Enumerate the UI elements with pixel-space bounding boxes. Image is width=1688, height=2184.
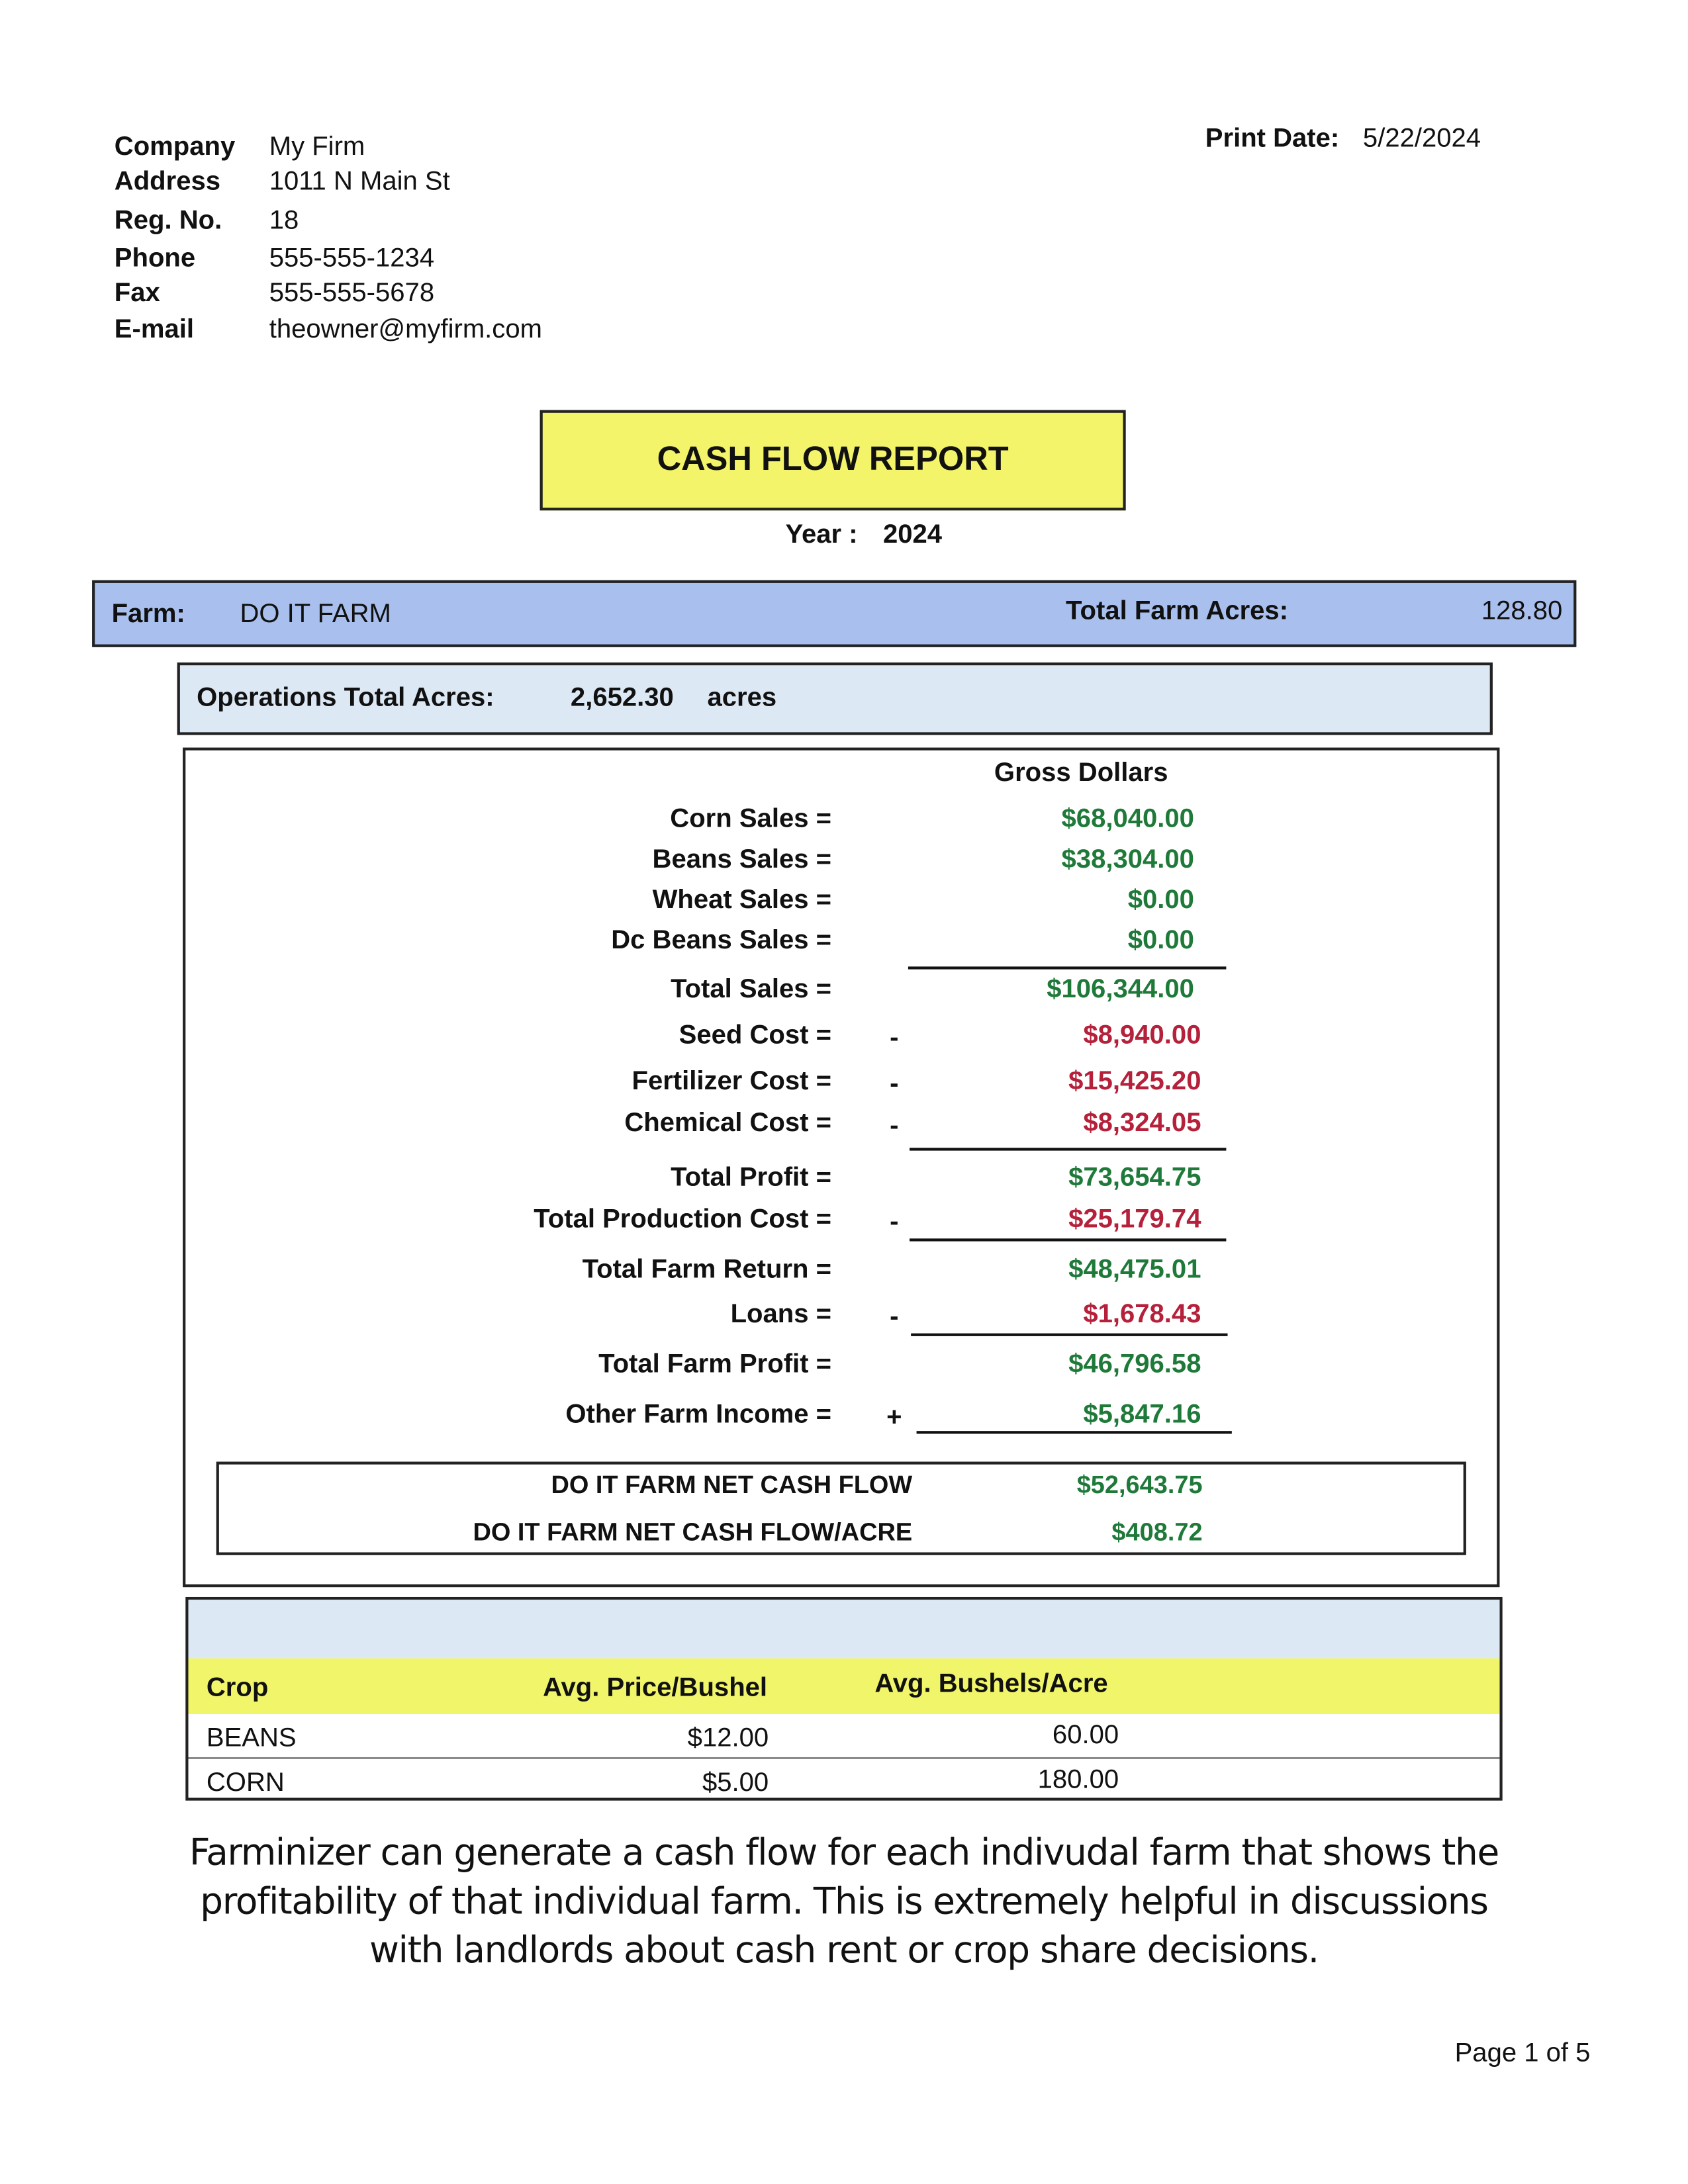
print-date-value: 5/22/2024 [1362, 124, 1481, 154]
company-info-value: theowner@myfirm.com [269, 315, 542, 345]
row-amount: $8,324.05 [1083, 1109, 1201, 1138]
row-label: Corn Sales = [670, 804, 832, 835]
row-label: Fertilizer Cost = [632, 1067, 832, 1097]
row-amount: $68,040.00 [1061, 804, 1194, 835]
row-label: Other Farm Income = [565, 1400, 832, 1430]
sum-rule [916, 1431, 1232, 1434]
row-amount: $8,940.00 [1083, 1021, 1201, 1050]
row-label: Loans = [730, 1300, 832, 1330]
row-label: Chemical Cost = [624, 1109, 832, 1138]
net-label: DO IT FARM NET CASH FLOW [551, 1471, 913, 1499]
row-amount: $46,796.58 [1068, 1349, 1201, 1380]
caption-line: with landlords about cash rent or crop s… [369, 1930, 1319, 1972]
company-info-label: Reg. No. [114, 206, 222, 236]
row-amount: $38,304.00 [1061, 845, 1194, 875]
company-info-value: 555-555-5678 [269, 279, 435, 308]
operations-value: 2,652.30 [570, 683, 674, 713]
farm-name: DO IT FARM [240, 600, 391, 629]
caption-line: profitability of that individual farm. T… [200, 1881, 1489, 1924]
crop-price: $5.00 [702, 1768, 769, 1798]
sign-minus: - [890, 1208, 899, 1238]
farm-label: Farm: [111, 600, 185, 629]
row-amount: $0.00 [1127, 886, 1194, 915]
row-label: Total Farm Profit = [598, 1349, 832, 1380]
gross-dollars-header: Gross Dollars [994, 758, 1168, 788]
crop-name: BEANS [206, 1723, 297, 1754]
operations-box: Operations Total Acres: 2,652.30 acres [177, 662, 1493, 735]
company-info-label: Company [114, 132, 236, 162]
net-label: DO IT FARM NET CASH FLOW/ACRE [473, 1518, 913, 1547]
sign-minus: - [890, 1069, 899, 1099]
row-label: Beans Sales = [652, 845, 832, 875]
year-value: 2024 [882, 520, 943, 550]
crop-bushels: 60.00 [1052, 1721, 1119, 1751]
company-info-label: Fax [114, 279, 160, 308]
sum-rule [911, 1333, 1228, 1336]
crop-table-header: Crop Avg. Price/Bushel Avg. Bushels/Acre [188, 1658, 1500, 1714]
net-amount: $52,643.75 [1076, 1471, 1203, 1499]
row-amount: $1,678.43 [1083, 1300, 1201, 1330]
crop-table-band [188, 1600, 1500, 1659]
cash-flow-box [183, 747, 1500, 1588]
company-info-value: 18 [269, 206, 299, 236]
net-amount: $408.72 [1111, 1518, 1203, 1547]
company-info-value: 1011 N Main St [269, 167, 450, 197]
sign-minus: - [890, 1111, 899, 1141]
row-divider [188, 1757, 1500, 1759]
sign-plus: + [886, 1403, 902, 1433]
year-label: Year : [785, 520, 858, 550]
row-label: Total Farm Return = [582, 1255, 832, 1285]
sum-rule [910, 1148, 1227, 1151]
company-info-label: E-mail [114, 315, 194, 345]
page-number: Page 1 of 5 [1454, 2039, 1591, 2069]
sum-rule [910, 1238, 1227, 1242]
operations-unit: acres [707, 683, 777, 713]
row-amount: $5,847.16 [1083, 1400, 1201, 1430]
caption-line: Farminizer can generate a cash flow for … [189, 1833, 1499, 1875]
company-info-label: Address [114, 167, 221, 197]
total-farm-acres-label: Total Farm Acres: [1066, 596, 1289, 627]
farm-bar: Farm: DO IT FARM Total Farm Acres: 128.8… [92, 580, 1577, 647]
company-info-value: My Firm [269, 132, 365, 162]
sum-rule [908, 966, 1227, 970]
company-info-value: 555-555-1234 [269, 244, 435, 274]
title-box: CASH FLOW REPORT [539, 410, 1126, 511]
row-amount: $48,475.01 [1068, 1255, 1201, 1285]
header-bushels: Avg. Bushels/Acre [874, 1669, 1108, 1699]
row-amount: $15,425.20 [1068, 1067, 1201, 1097]
row-label: Total Profit = [671, 1163, 832, 1193]
row-label: Dc Beans Sales = [611, 926, 832, 956]
net-cash-flow-box [216, 1461, 1466, 1555]
operations-label: Operations Total Acres: [197, 683, 494, 713]
row-amount: $25,179.74 [1068, 1205, 1201, 1235]
row-label: Seed Cost = [679, 1021, 832, 1050]
row-amount: $0.00 [1127, 926, 1194, 956]
crop-table: Crop Avg. Price/Bushel Avg. Bushels/Acre… [185, 1596, 1503, 1801]
company-info-label: Phone [114, 244, 196, 274]
row-label: Wheat Sales = [652, 886, 832, 915]
total-farm-acres-value: 128.80 [1481, 596, 1563, 627]
crop-price: $12.00 [687, 1723, 769, 1754]
row-amount: $106,344.00 [1047, 975, 1194, 1005]
row-amount: $73,654.75 [1068, 1163, 1201, 1193]
header-price: Avg. Price/Bushel [543, 1673, 768, 1704]
print-date-label: Print Date: [1205, 124, 1340, 154]
sign-minus: - [890, 1302, 899, 1332]
row-label: Total Sales = [671, 975, 832, 1005]
row-label: Total Production Cost = [534, 1205, 832, 1235]
sign-minus: - [890, 1023, 899, 1054]
report-title: CASH FLOW REPORT [657, 440, 1009, 478]
crop-bushels: 180.00 [1037, 1765, 1119, 1796]
header-crop: Crop [206, 1673, 269, 1704]
crop-name: CORN [206, 1768, 285, 1798]
